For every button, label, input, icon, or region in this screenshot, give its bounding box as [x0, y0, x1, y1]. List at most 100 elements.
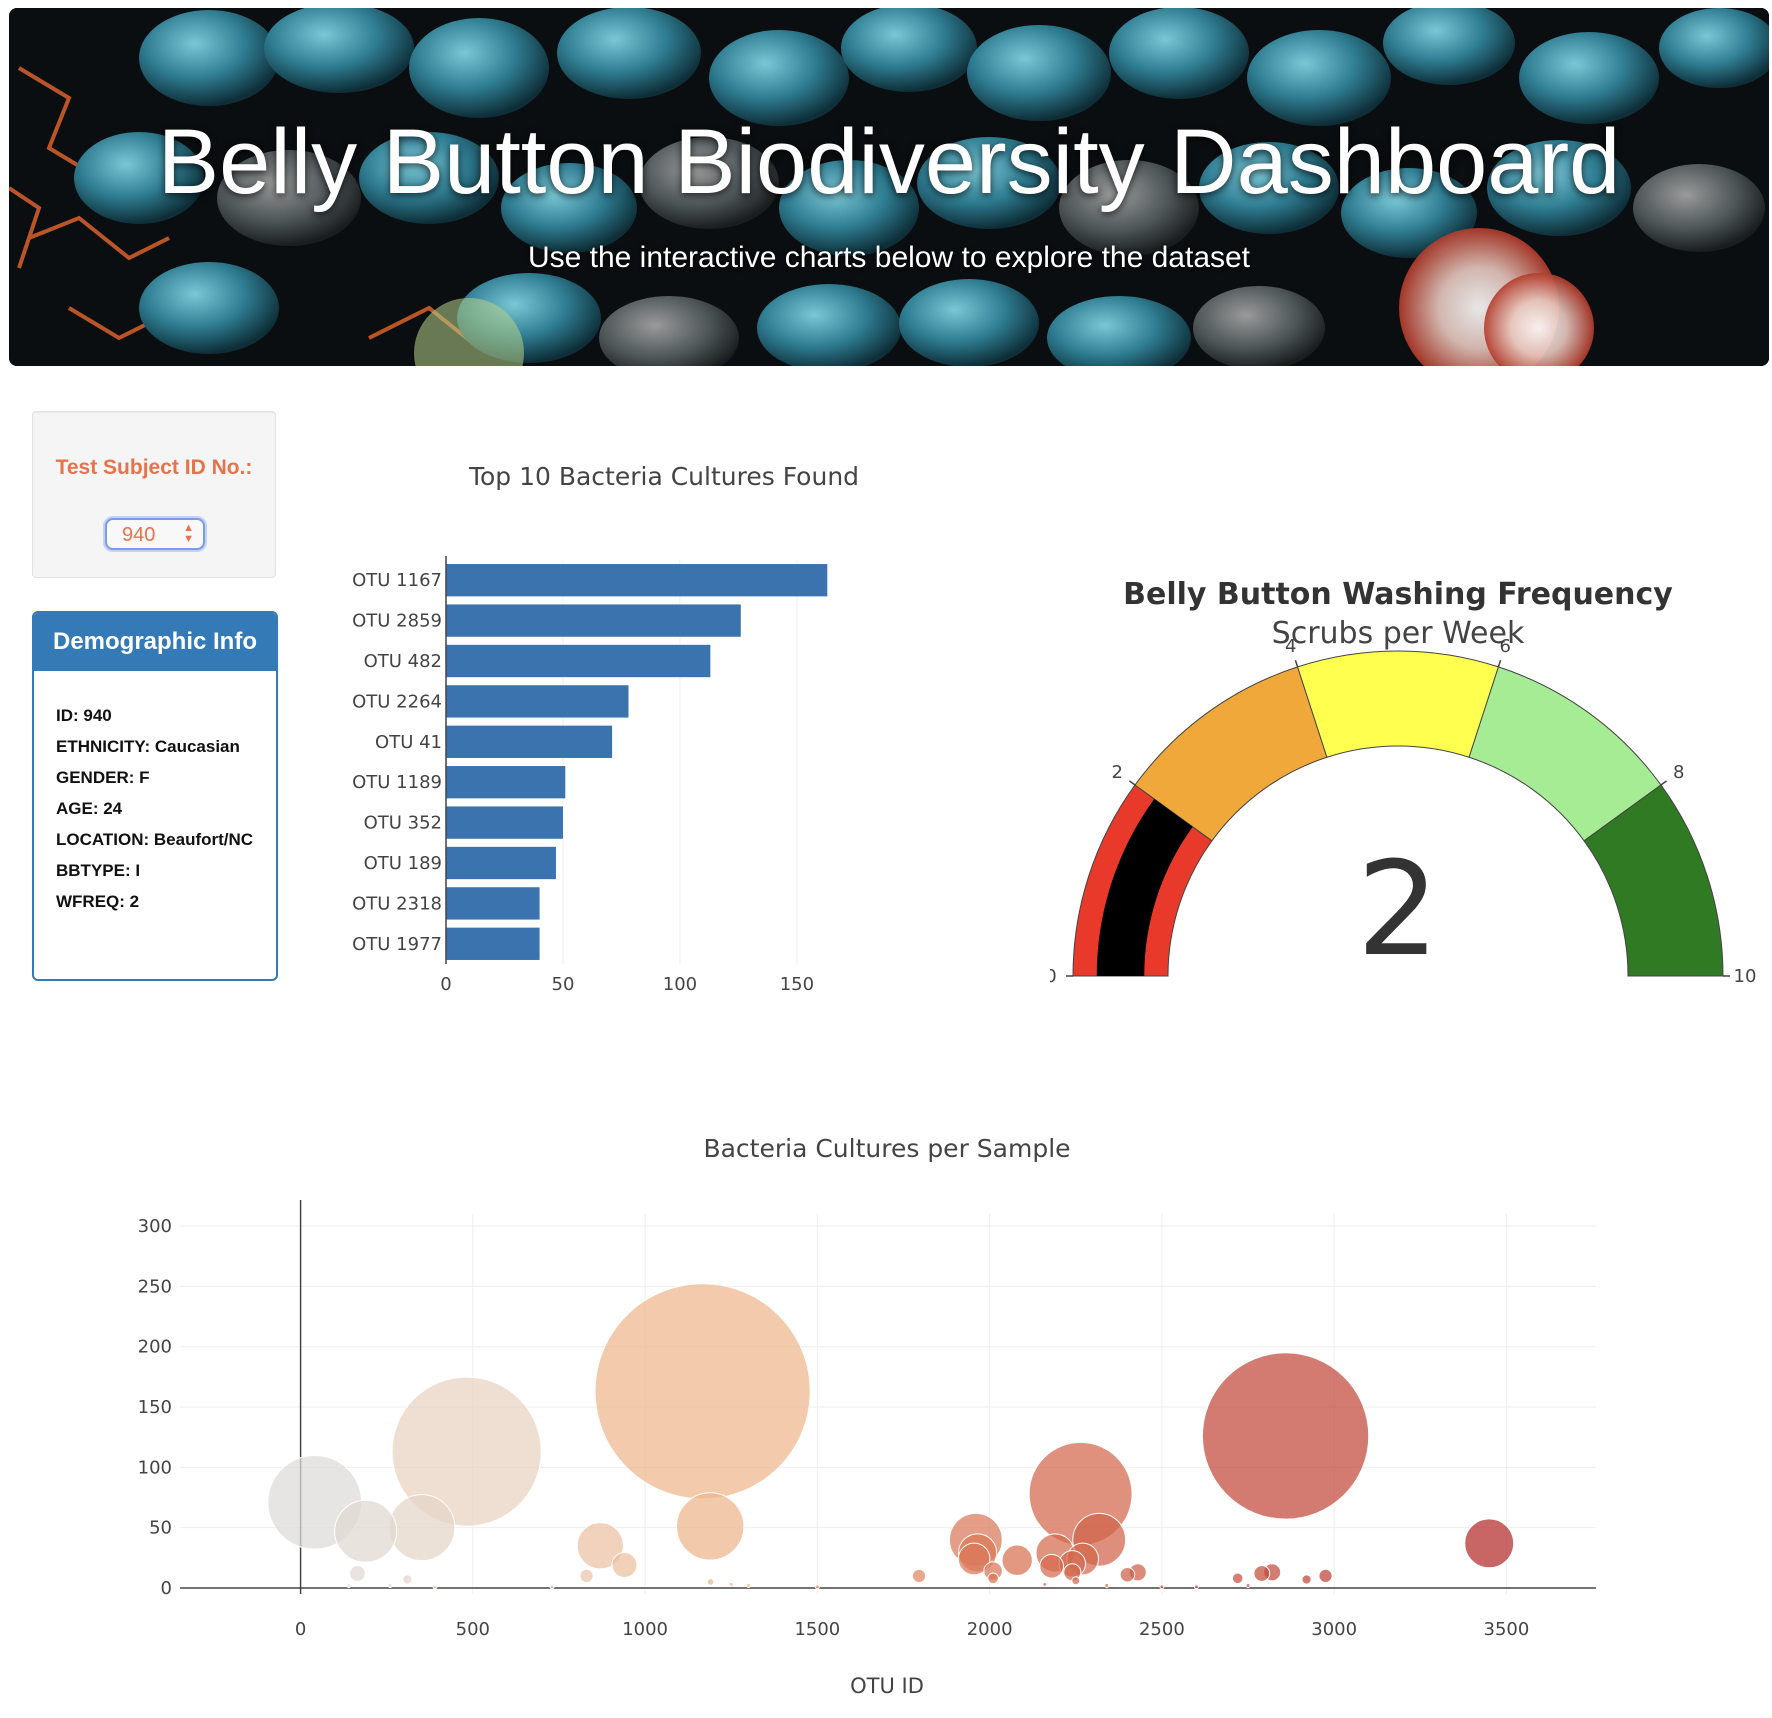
bar-otu-189[interactable]	[446, 846, 556, 880]
bubble-otu-482[interactable]	[391, 1376, 542, 1527]
bar-otu-41[interactable]	[446, 725, 613, 758]
bar-otu-2859[interactable]	[446, 604, 741, 637]
bar-y-tick-label: OTU 352	[364, 813, 442, 834]
gauge-subtitle: Scrubs per Week	[1272, 616, 1525, 651]
subject-id-value: 940	[122, 524, 156, 546]
bar-chart-title: Top 10 Bacteria Cultures Found	[468, 462, 859, 491]
gauge-tick-label: 4	[1285, 636, 1296, 657]
gauge-tick-label: 0	[1050, 966, 1057, 987]
gauge-value-bar	[1096, 798, 1193, 976]
bubble-otu-1190[interactable]	[706, 1578, 715, 1586]
bubble-otu-165[interactable]	[349, 1565, 366, 1582]
page-subtitle: Use the interactive charts below to expl…	[527, 241, 1251, 274]
bacteria-background-image	[9, 8, 1769, 366]
subject-selector-label: Test Subject ID No.:	[55, 456, 253, 479]
bacteria-bubble-chart[interactable]: Bacteria Cultures per Sample OTU ID 0 50 1…	[120, 1120, 1640, 1710]
bubble-otu-2975[interactable]	[1318, 1568, 1333, 1584]
demo-bbtype: BBTYPE: I	[56, 861, 141, 880]
gauge-tick	[1660, 780, 1668, 786]
bubble-otu-1300[interactable]	[745, 1583, 751, 1589]
demo-id: ID: 940	[56, 706, 112, 725]
demographic-info-panel: Demographic Info ID: 940 ETHNICITY: Cauc…	[32, 611, 278, 981]
bubble-otu-2180[interactable]	[1039, 1553, 1065, 1579]
bar-otu-352[interactable]	[446, 806, 563, 839]
gauge-tick	[1497, 660, 1502, 668]
subject-id-select[interactable]: 940 ▲ ▼	[105, 518, 205, 550]
bubble-otu-2250[interactable]	[1071, 1576, 1081, 1586]
bubble-otu-310[interactable]	[402, 1574, 413, 1585]
gauge-tick-label: 10	[1734, 966, 1757, 987]
bubble-otu-260[interactable]	[387, 1583, 393, 1589]
demo-gender: GENDER: F	[56, 768, 150, 787]
demo-location: LOCATION: Beaufort/NC	[56, 830, 254, 849]
bubble-y-tick-label: 100	[138, 1457, 172, 1478]
bubble-otu-2010[interactable]	[987, 1572, 999, 1585]
bubble-otu-2400[interactable]	[1119, 1566, 1136, 1583]
gauge-tick-label: 2	[1112, 762, 1123, 783]
bubble-chart-title: Bacteria Cultures per Sample	[703, 1134, 1070, 1163]
bubble-otu-2920[interactable]	[1301, 1574, 1312, 1585]
demo-wfreq: WFREQ: 2	[56, 892, 140, 911]
bubble-otu-2750[interactable]	[1245, 1583, 1251, 1589]
bubble-otu-1955[interactable]	[957, 1542, 991, 1576]
bubble-otu-940[interactable]	[611, 1552, 638, 1579]
gauge-tick-label: 6	[1500, 636, 1511, 657]
bar-y-tick-label: OTU 41	[375, 732, 442, 753]
washing-frequency-gauge[interactable]: Belly Button Washing Frequency Scrubs pe…	[1050, 560, 1772, 1010]
header-banner: Belly Button Biodiversity Dashboard Use …	[9, 8, 1769, 366]
bubble-otu-1189[interactable]	[676, 1492, 745, 1561]
bubble-otu-870[interactable]	[576, 1522, 624, 1570]
bubble-otu-2720[interactable]	[1231, 1572, 1244, 1585]
page-title: Belly Button Biodiversity Dashboard	[157, 111, 1621, 213]
bar-otu-1167[interactable]	[446, 564, 828, 597]
demo-age: AGE: 24	[56, 799, 123, 818]
bar-x-tick-label: 0	[440, 974, 451, 995]
bubble-x-tick-label: 1500	[794, 1619, 840, 1640]
demo-ethnicity: ETHNICITY: Caucasian	[56, 737, 240, 756]
bar-otu-2318[interactable]	[446, 887, 540, 920]
gauge-title: Belly Button Washing Frequency	[1123, 577, 1673, 612]
bubble-otu-2859[interactable]	[1201, 1352, 1370, 1520]
bar-otu-2264[interactable]	[446, 685, 629, 718]
bar-y-tick-label: OTU 1977	[352, 934, 442, 955]
bubble-otu-352[interactable]	[388, 1494, 456, 1562]
bar-x-tick-label: 100	[663, 974, 697, 995]
bar-y-tick-label: OTU 1189	[352, 772, 442, 793]
gauge-value-number: 2	[1357, 833, 1440, 985]
bubble-otu-2790[interactable]	[1253, 1565, 1271, 1582]
bubble-otu-2340[interactable]	[1104, 1583, 1110, 1589]
select-updown-icon: ▲ ▼	[183, 522, 194, 545]
bubble-otu-830[interactable]	[579, 1568, 594, 1584]
bubble-otu-140[interactable]	[346, 1583, 352, 1589]
demographic-info-body: ID: 940 ETHNICITY: Caucasian GENDER: F A…	[34, 671, 276, 911]
bubble-otu-1500[interactable]	[814, 1584, 820, 1590]
bubble-otu-1795[interactable]	[911, 1568, 927, 1584]
bar-x-tick-label: 150	[780, 974, 814, 995]
bar-y-tick-label: OTU 2318	[352, 893, 442, 914]
bubble-otu-189[interactable]	[334, 1499, 398, 1563]
gauge-tick	[1128, 780, 1136, 786]
bubble-otu-730[interactable]	[549, 1584, 555, 1590]
bubble-x-tick-label: 2500	[1139, 1619, 1185, 1640]
bubble-otu-3450[interactable]	[1464, 1518, 1515, 1569]
bubble-y-tick-label: 300	[138, 1216, 172, 1237]
bubble-x-tick-label: 3000	[1311, 1619, 1357, 1640]
bar-otu-482[interactable]	[446, 644, 711, 678]
bar-y-tick-label: OTU 2859	[352, 611, 442, 632]
bubble-otu-390[interactable]	[432, 1584, 438, 1590]
bubble-x-tick-label: 500	[456, 1619, 490, 1640]
top10-bar-chart[interactable]: Top 10 Bacteria Cultures Found 0 50 100 150…	[330, 440, 890, 1000]
bubble-otu-2600[interactable]	[1193, 1584, 1199, 1590]
bar-y-tick-label: OTU 2264	[352, 691, 442, 712]
bubble-otu-1250[interactable]	[728, 1581, 734, 1587]
subject-selector-well: Test Subject ID No.: 940 ▲ ▼	[32, 411, 276, 578]
bubble-otu-1167[interactable]	[594, 1283, 811, 1500]
bubble-x-tick-label: 0	[295, 1619, 306, 1640]
bubble-x-tick-label: 1000	[622, 1619, 668, 1640]
bar-otu-1189[interactable]	[446, 766, 566, 799]
bar-otu-1977[interactable]	[446, 927, 540, 960]
bubble-otu-2500[interactable]	[1159, 1584, 1165, 1590]
bubble-otu-2080[interactable]	[1001, 1544, 1033, 1576]
bubble-otu-2160[interactable]	[1042, 1581, 1048, 1587]
gauge-tick-label: 8	[1673, 762, 1684, 783]
